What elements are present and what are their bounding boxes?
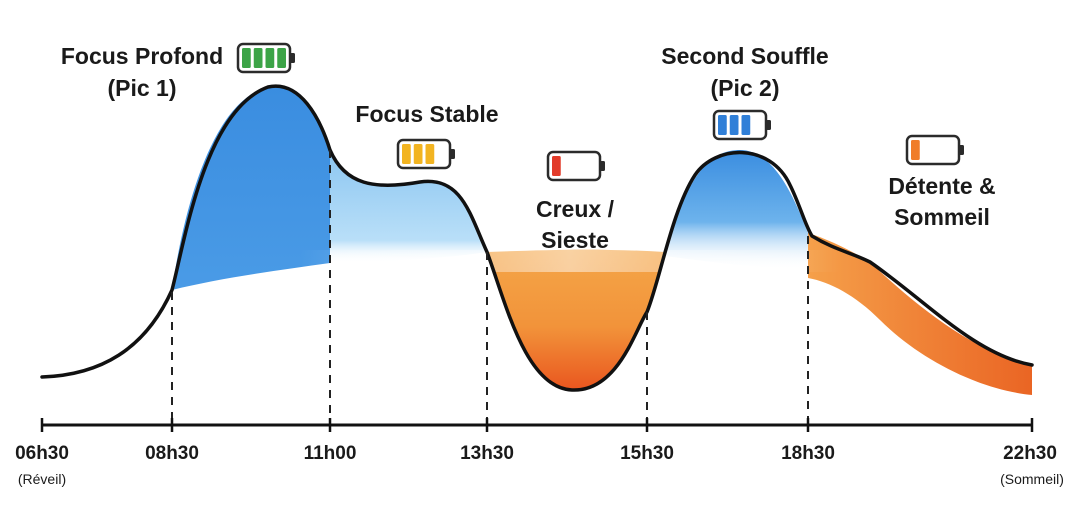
tick-label-3: 13h30 <box>460 443 514 464</box>
battery-cell <box>413 144 423 164</box>
battery-cell <box>253 48 263 68</box>
phase-label-pic2-line1: Second Souffle <box>661 43 828 69</box>
tick-label-1: 08h30 <box>145 443 199 464</box>
mid-haze <box>300 250 840 272</box>
zone-detente-sommeil <box>808 233 1032 395</box>
tick-label-2: 11h00 <box>304 443 357 464</box>
battery-pic2-icon <box>712 109 771 141</box>
battery-cell <box>425 144 435 164</box>
start-note: (Réveil) <box>18 471 66 487</box>
axis-tick-marks <box>40 418 1034 432</box>
tick-label-5: 18h30 <box>781 443 835 464</box>
battery-cell <box>729 115 739 135</box>
battery-pic1-icon <box>236 42 295 74</box>
battery-cell <box>242 48 251 68</box>
battery-icons <box>236 42 964 182</box>
phase-label-pic2-line2: (Pic 2) <box>710 75 779 101</box>
end-note: (Sommeil) <box>1000 471 1064 487</box>
phase-label-pic1-line1: Focus Profond <box>61 43 223 69</box>
zone-second-souffle <box>665 150 808 270</box>
phase-label-creux-line1: Creux / <box>536 196 615 222</box>
battery-detente-icon <box>905 134 964 166</box>
zone-creux-sieste <box>487 249 665 391</box>
battery-cell <box>265 48 275 68</box>
tick-label-6: 22h30 <box>1003 443 1057 464</box>
zone-focus-stable <box>330 150 487 263</box>
battery-cell <box>718 115 727 135</box>
phase-label-detente-line1: Détente & <box>888 173 995 199</box>
battery-creux-icon <box>546 150 605 182</box>
phase-label-detente-line2: Sommeil <box>894 204 990 230</box>
battery-cell <box>741 115 751 135</box>
battery-cell <box>402 144 411 164</box>
tick-label-0: 06h30 <box>15 443 69 464</box>
battery-stable-icon <box>396 138 455 170</box>
energy-curve <box>40 84 1034 392</box>
battery-cell <box>552 156 561 176</box>
phase-label-stable: Focus Stable <box>355 101 498 127</box>
tick-label-4: 15h30 <box>620 443 674 464</box>
battery-cell <box>911 140 920 160</box>
zone-focus-profond <box>172 86 330 290</box>
phase-label-pic1-line2: (Pic 1) <box>107 75 176 101</box>
phase-label-creux-line2: Sieste <box>541 227 609 253</box>
battery-cell <box>277 48 286 68</box>
phase-dividers <box>171 150 809 422</box>
